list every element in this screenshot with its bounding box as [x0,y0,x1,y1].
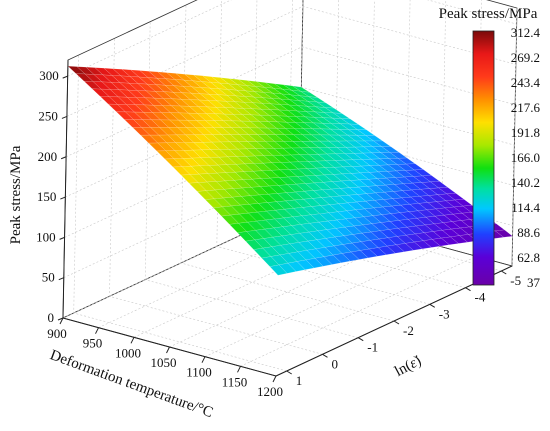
y-gridline [73,54,287,372]
surface-cell [395,243,414,253]
z-tick-label: 150 [37,189,57,204]
x-tick-label: 1200 [257,384,283,399]
colorbar-label: 114.4 [511,200,540,215]
z-tick [57,317,64,321]
surface-cell [296,259,315,270]
y-tick-label: -5 [510,273,521,288]
colorbar-label: 269.2 [511,50,540,65]
colorbar-label: 62.8 [517,250,540,265]
colorbar: Peak stress/MPa 312.4 269.2 243.4 217.6 191.… [439,6,541,290]
surface-mesh [67,65,514,276]
x-tick-label: 950 [83,336,103,351]
z-tick [62,75,68,79]
x-tick-label: 1050 [151,355,177,370]
x-tick-label: 1100 [186,365,212,380]
y-tick-label: -4 [475,290,486,305]
x-tick [201,356,206,363]
surface-cell [377,245,396,256]
y-tick-label: -2 [403,323,414,338]
surface-cell [323,254,342,265]
z-tick-label: 50 [42,270,55,285]
colorbar-gradient [472,30,495,286]
x-tick-label: 1150 [222,374,248,389]
y-tick [429,303,436,308]
colorbar-label: 191.8 [511,125,540,140]
y-tick [393,320,400,325]
z-gridline [66,6,516,117]
x-tick-label: 900 [47,326,67,341]
z-tick [61,115,68,119]
y-tick-label: -3 [439,306,450,321]
y-tick-label: 1 [296,373,303,388]
surface-cell [269,264,288,276]
y-tick [357,337,364,342]
x-tick [166,346,170,354]
y-tick [501,270,507,275]
z-axis-title: Peak stress/MPa [8,145,24,244]
surface-cell [494,229,514,238]
x-tick [272,375,277,383]
colorbar-label: 312.4 [511,25,541,40]
z-axis-line [62,59,69,319]
z-tick-label: 200 [38,149,58,164]
colorbar-label: 217.6 [511,100,541,115]
z-tick-label: 300 [39,68,59,83]
surface-cell [386,244,405,254]
z-tick [60,156,67,160]
colorbar-label: 166.0 [511,150,540,165]
z-tick-label: 250 [38,108,58,123]
x-tick-label: 1000 [115,345,141,360]
y-tick [322,353,328,358]
x-gridline [204,0,447,357]
y-tick [286,370,292,375]
colorbar-label: 243.4 [511,75,541,90]
x-tick [130,337,135,344]
colorbar-label: 140.2 [511,175,540,190]
y-tick [465,287,471,292]
x-tick [95,327,99,334]
y-gridline [216,0,430,305]
y-axis-title: ln(ε̇) [392,353,424,380]
z-tick-label: 100 [36,229,56,244]
y-tick-label: -1 [367,340,378,355]
surface-cell [368,247,387,257]
colorbar-label: 37 [527,275,541,290]
x-tick [237,366,241,373]
z-tick [60,196,66,200]
x-tick [59,317,64,325]
z-axis-ticks: 0 50 100 150 200 250 300 [36,68,68,325]
z-tick [58,277,64,281]
y-tick-label: 0 [331,356,338,371]
x-axis-ticks: 900 950 1000 1050 1100 1150 1200 [47,317,283,399]
z-tick-label: 0 [48,310,55,325]
y-gridline [109,38,323,355]
colorbar-label: 88.6 [517,225,540,240]
colorbar-title: Peak stress/MPa [439,6,538,22]
z-tick [59,236,65,240]
y-axis-ticks: -5 -4 -3 -2 -1 0 1 [286,270,521,388]
